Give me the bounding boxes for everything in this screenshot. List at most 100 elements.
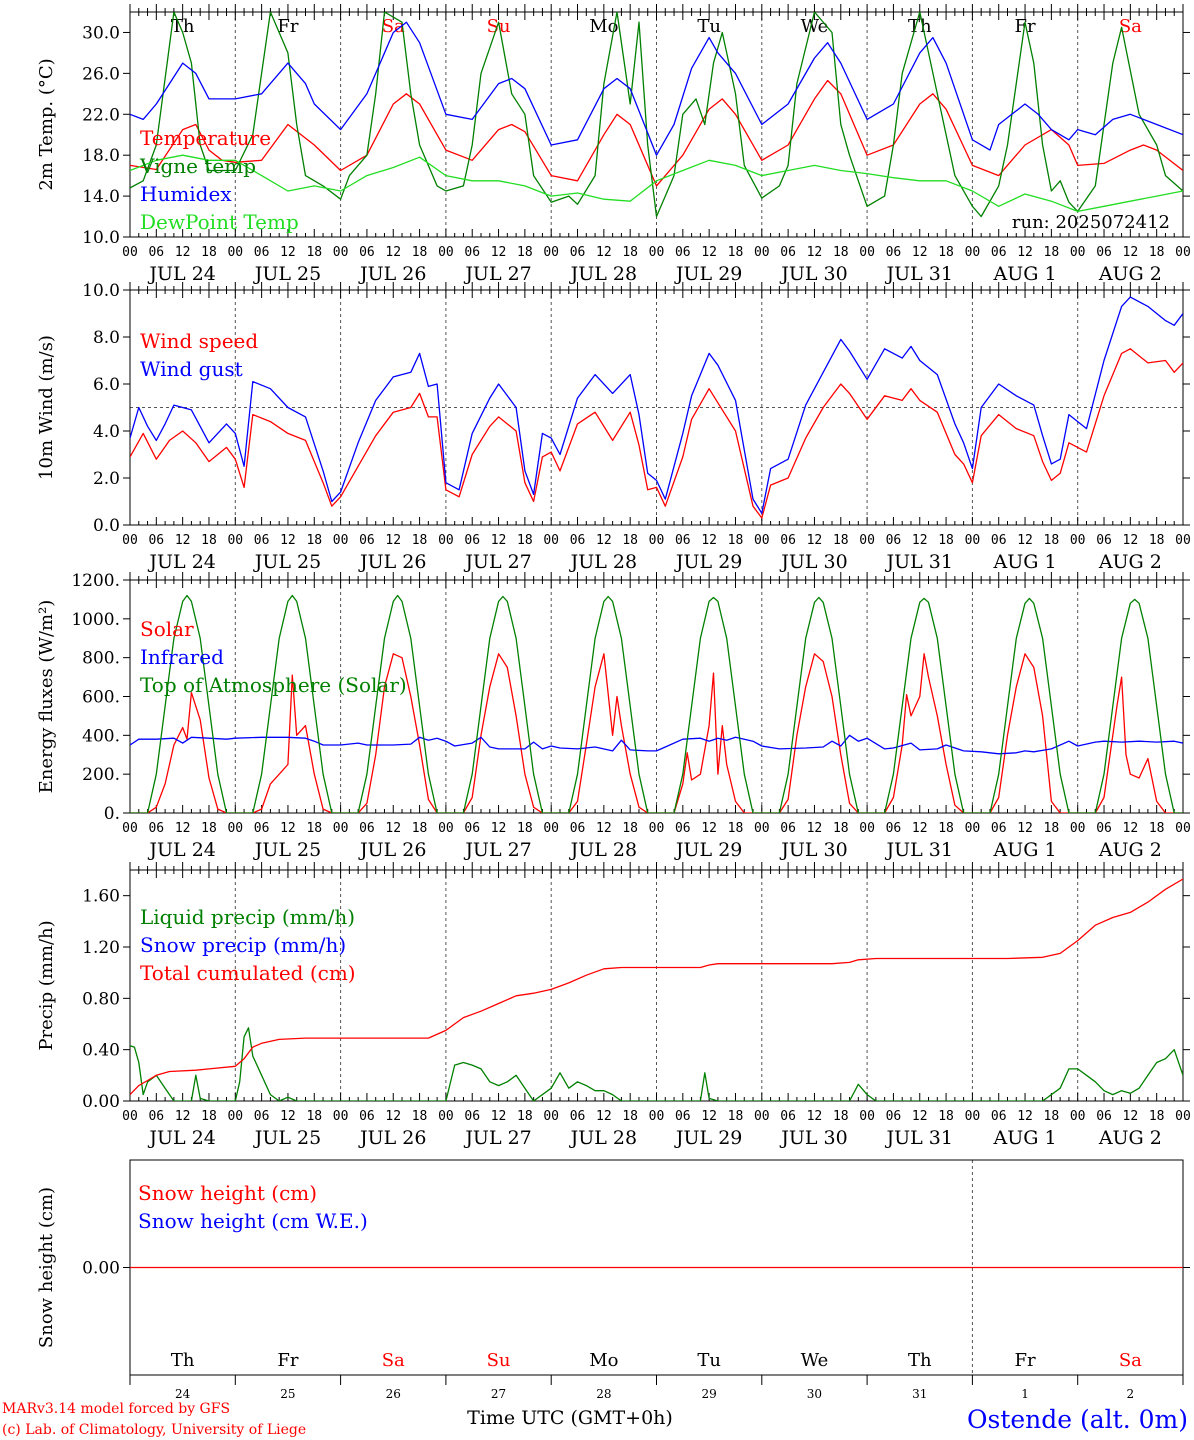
day-date-label: JUL 31 xyxy=(885,263,953,285)
hour-tick-label: 12 xyxy=(807,1109,823,1124)
day-number-label: 2 xyxy=(1127,1387,1135,1401)
y-tick-label: 1.60 xyxy=(82,887,120,907)
hour-tick-label: 18 xyxy=(728,821,744,836)
hour-tick-label: 18 xyxy=(1149,245,1165,260)
legend-item: Total cumulated (cm) xyxy=(140,961,356,985)
legend-item: Snow height (cm W.E.) xyxy=(138,1209,368,1233)
day-date-label: JUL 24 xyxy=(147,551,215,573)
hour-tick-label: 12 xyxy=(385,245,401,260)
hour-tick-label: 18 xyxy=(938,533,954,548)
y-tick-label: 22.0 xyxy=(82,105,120,125)
hour-tick-label: 06 xyxy=(570,533,586,548)
hour-tick-label: 18 xyxy=(833,245,849,260)
hour-tick-label: 12 xyxy=(385,821,401,836)
y-tick-label: 0.00 xyxy=(82,1092,120,1112)
hour-tick-label: 00 xyxy=(754,245,770,260)
hour-tick-label: 06 xyxy=(675,533,691,548)
footer: MARv3.14 model forced by GFS (c) Lab. of… xyxy=(2,1401,1188,1438)
day-number-label: 26 xyxy=(386,1387,401,1401)
hour-tick-label: 12 xyxy=(1017,245,1033,260)
day-date-label: JUL 24 xyxy=(147,263,215,285)
hour-tick-label: 00 xyxy=(1175,245,1191,260)
day-number-label: 28 xyxy=(596,1387,611,1401)
day-date-label: JUL 27 xyxy=(463,263,531,285)
weekday-label: Th xyxy=(171,1350,195,1371)
hour-tick-label: 12 xyxy=(701,821,717,836)
day-date-label: JUL 29 xyxy=(674,263,742,285)
hour-tick-label: 06 xyxy=(1096,245,1112,260)
meteogram-panels: 10.014.018.022.026.030.000 06 12 18 00 06 12 18… xyxy=(36,4,1191,1401)
hour-tick-label: 00 xyxy=(754,1109,770,1124)
day-date-label: JUL 26 xyxy=(358,263,426,285)
hour-tick-label: 06 xyxy=(675,1109,691,1124)
hour-tick-label: 06 xyxy=(780,1109,796,1124)
hour-tick-label: 18 xyxy=(412,1109,428,1124)
hour-tick-label: 00 xyxy=(754,533,770,548)
hour-tick-label: 06 xyxy=(886,245,902,260)
hour-tick-label: 00 xyxy=(1070,533,1086,548)
hour-tick-label: 06 xyxy=(780,821,796,836)
hour-tick-label: 00 xyxy=(649,533,665,548)
hour-tick-label: 18 xyxy=(306,245,322,260)
hour-tick-label: 06 xyxy=(570,821,586,836)
day-date-label: AUG 1 xyxy=(993,1127,1057,1149)
panel-precip: 0.00 0.40 0.80 1.20 1.60 00 06 12 18 00 06 12 18 00 06… xyxy=(36,862,1191,1149)
hour-tick-label: 00 xyxy=(333,245,349,260)
hour-tick-label: 12 xyxy=(1017,533,1033,548)
hour-tick-label: 00 xyxy=(227,821,243,836)
y-tick-label: 0. xyxy=(104,804,120,824)
hour-tick-label: 12 xyxy=(175,245,191,260)
y-tick-label: 1.20 xyxy=(82,938,120,958)
panel-wind: 0.0 2.0 4.0 6.0 8.0 10.0 00 06 12 18 00 06 12 18 00 06 1… xyxy=(36,281,1191,573)
day-date-label: JUL 29 xyxy=(674,551,742,573)
series-line-liquid-precip-mm-h- xyxy=(130,1027,1183,1101)
hour-tick-label: 00 xyxy=(1175,1109,1191,1124)
hour-tick-label: 12 xyxy=(701,1109,717,1124)
weekday-label: Tu xyxy=(697,1350,721,1371)
panel-energy: 0. 200. 400. 600. 800. 1000. 1200. 00 06 12 18 00 06… xyxy=(36,571,1191,861)
hour-tick-label: 18 xyxy=(833,1109,849,1124)
hour-tick-label: 06 xyxy=(254,245,270,260)
hour-tick-label: 12 xyxy=(912,533,928,548)
hour-tick-label: 18 xyxy=(306,821,322,836)
hour-tick-label: 18 xyxy=(1149,821,1165,836)
hour-tick-label: 00 xyxy=(543,533,559,548)
y-tick-label: 0.00 xyxy=(82,1259,120,1279)
day-date-label: JUL 31 xyxy=(885,1127,953,1149)
hour-tick-label: 06 xyxy=(148,821,164,836)
day-date-label: JUL 27 xyxy=(463,551,531,573)
hour-tick-label: 18 xyxy=(1044,821,1060,836)
hour-tick-label: 18 xyxy=(622,1109,638,1124)
hour-tick-label: 00 xyxy=(438,821,454,836)
day-date-label: JUL 28 xyxy=(569,839,637,861)
y-axis-label: 2m Temp. (°C) xyxy=(36,58,57,190)
hour-tick-label: 00 xyxy=(859,245,875,260)
hour-tick-label: 00 xyxy=(438,1109,454,1124)
hour-tick-label: 00 xyxy=(649,245,665,260)
hour-tick-label: 12 xyxy=(175,1109,191,1124)
y-tick-label: 400. xyxy=(82,726,120,746)
hour-tick-label: 18 xyxy=(412,533,428,548)
hour-tick-label: 12 xyxy=(491,821,507,836)
legend-item: Temperature xyxy=(140,126,271,150)
y-tick-label: 8.0 xyxy=(93,328,120,348)
hour-tick-label: 00 xyxy=(333,533,349,548)
day-number-label: 1 xyxy=(1021,1387,1029,1401)
weekday-label: We xyxy=(801,16,829,37)
hour-tick-label: 12 xyxy=(807,821,823,836)
y-tick-label: 1200. xyxy=(71,571,120,591)
day-date-label: AUG 1 xyxy=(993,263,1057,285)
weekday-label: Sa xyxy=(1119,16,1142,37)
legend-item: Wind speed xyxy=(140,329,258,353)
day-date-label: AUG 2 xyxy=(1098,839,1162,861)
hour-tick-label: 00 xyxy=(859,821,875,836)
hour-tick-label: 06 xyxy=(780,245,796,260)
day-date-label: AUG 1 xyxy=(993,839,1057,861)
hour-tick-label: 00 xyxy=(333,821,349,836)
hour-tick-label: 00 xyxy=(333,1109,349,1124)
hour-tick-label: 06 xyxy=(359,821,375,836)
y-axis-label: Snow height (cm) xyxy=(36,1187,57,1348)
day-number-label: 27 xyxy=(491,1387,506,1401)
series-line-wind-speed xyxy=(130,348,1183,519)
hour-tick-label: 00 xyxy=(859,1109,875,1124)
